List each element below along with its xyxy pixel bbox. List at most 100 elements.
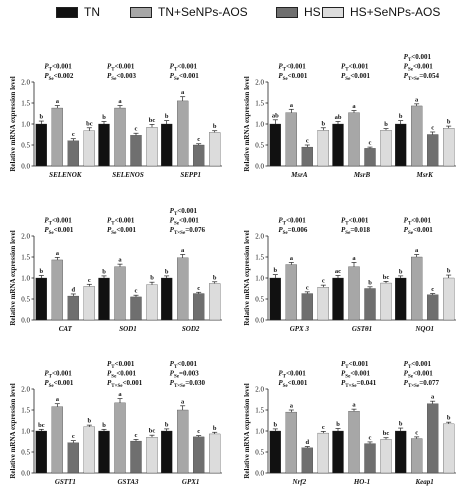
stats-annotation: PSe<0.001	[170, 217, 200, 227]
bar-nqo1-s2	[411, 256, 423, 321]
stats-annotation: PSe=0.018	[341, 226, 371, 236]
bar-selenok-s1	[35, 123, 47, 167]
significance-letter: a	[181, 247, 185, 254]
significance-letter: c	[322, 424, 325, 431]
bar-sod1-s2	[114, 266, 126, 321]
significance-letter: a	[56, 250, 60, 257]
chart-panel-2: 0.0 0.5 1.0 1.5 2.0 Relative mRNA expression …	[243, 53, 456, 179]
bar-keap1-s3	[427, 403, 439, 474]
bar-cat-s2	[51, 259, 63, 321]
significance-letter: b	[399, 113, 403, 120]
bar-selenos-s1	[98, 123, 110, 167]
bar-gpx1-s1	[161, 430, 173, 474]
significance-letter: a	[431, 394, 435, 401]
significance-letter: a	[118, 257, 122, 264]
x-tick-label: GSTT1	[55, 478, 76, 486]
bar-msrk-s1	[395, 123, 407, 167]
y-tick-label: 2.0	[255, 233, 264, 241]
significance-letter: a	[290, 403, 294, 410]
significance-letter: c	[415, 429, 418, 436]
y-tick-label: 1.5	[21, 407, 30, 415]
significance-letter: b	[399, 268, 403, 275]
stats-annotation: PT×Se=0.030	[170, 379, 206, 389]
stats-annotation: PT<0.001	[341, 63, 369, 73]
significance-letter: a	[415, 96, 419, 103]
stats-annotation: PT<0.001	[44, 63, 72, 73]
bar-selenok-s4	[83, 130, 95, 167]
significance-letter: d	[72, 286, 76, 293]
bar-sepp1-s1	[161, 123, 173, 167]
significance-letter: d	[306, 439, 310, 446]
bar-cat-s4	[83, 286, 95, 321]
bar-msrk-s4	[443, 128, 455, 167]
legend-swatch-tn-senps	[130, 6, 152, 18]
stats-annotation: PT<0.001	[44, 217, 72, 227]
stats-annotation: PT<0.001	[107, 360, 135, 370]
y-tick-label: 0.0	[255, 163, 264, 171]
x-tick-label: Keap1	[415, 478, 434, 486]
significance-letter: bc	[38, 422, 45, 429]
significance-letter: b	[102, 114, 106, 121]
significance-letter: a	[181, 89, 185, 96]
significance-letter: b	[40, 268, 44, 275]
bar-sepp1-s2	[177, 100, 189, 167]
significance-letter: a	[118, 391, 122, 398]
stats-annotation: PT<0.001	[107, 217, 135, 227]
bar-msra-s1	[269, 123, 281, 167]
chart-panel-3: 0.0 0.5 1.0 1.5 2.0 Relative mRNA expression …	[9, 207, 222, 333]
bar-gstt1-s2	[51, 406, 63, 474]
bar-ho-1-s1	[332, 430, 344, 474]
bar-gpx-3-s1	[269, 277, 281, 321]
stats-annotation: PT<0.001	[44, 370, 72, 380]
x-tick-label: GSTA3	[117, 478, 139, 486]
bar-sod2-s3	[193, 293, 205, 321]
y-tick-label: 2.0	[255, 79, 264, 87]
stats-annotation: PSe<0.001	[278, 379, 308, 389]
bar-msrb-s4	[380, 130, 392, 167]
y-tick-label: 2.0	[255, 386, 264, 394]
y-tick-label: 0.0	[21, 163, 30, 171]
stats-annotation: PSe<0.001	[44, 226, 74, 236]
x-tick-label: SOD1	[119, 325, 137, 333]
bar-ho-1-s4	[380, 439, 392, 474]
bar-ho-1-s3	[364, 443, 376, 474]
x-tick-label: SOD2	[182, 325, 200, 333]
bar-gstt1-s1	[35, 430, 47, 474]
significance-letter: b	[102, 268, 106, 275]
y-tick-label: 1.0	[21, 428, 30, 436]
significance-letter: bc	[149, 117, 156, 124]
stats-annotation: PT×Se=0.076	[170, 226, 206, 236]
bar-sod1-s1	[98, 277, 110, 321]
y-tick-label: 2.0	[21, 386, 30, 394]
legend-label-tn-senps: TN+SeNPs-AOS	[158, 5, 248, 19]
significance-letter: bc	[86, 120, 93, 127]
stats-annotation: PSe<0.001	[341, 370, 371, 380]
y-tick-label: 0.5	[255, 296, 264, 304]
legend-label-hs-senps: HS+SeNPs-AOS	[350, 5, 441, 19]
significance-letter: b	[399, 421, 403, 428]
bar-gst-1-s1	[332, 277, 344, 321]
y-tick-label: 0.0	[21, 317, 30, 325]
bar-gsta3-s2	[114, 402, 126, 474]
stats-annotation: PT<0.001	[170, 207, 198, 217]
stats-annotation: PSe<0.001	[404, 370, 434, 380]
bar-gpx1-s3	[193, 436, 205, 474]
bar-gpx-3-s2	[285, 264, 297, 321]
bar-nqo1-s1	[395, 277, 407, 321]
stats-annotation: PT×Se=0.041	[341, 379, 377, 389]
significance-letter: b	[213, 123, 217, 130]
bar-nrf2-s2	[285, 411, 297, 474]
bar-msrb-s3	[364, 148, 376, 167]
x-tick-label: GPX 3	[290, 325, 310, 333]
stats-annotation: PSe<0.001	[107, 370, 137, 380]
bar-selenos-s4	[146, 127, 158, 167]
bar-keap1-s2	[411, 438, 423, 474]
y-axis-label: Relative mRNA expression level	[9, 230, 17, 325]
significance-letter: b	[336, 421, 340, 428]
significance-letter: b	[150, 275, 154, 282]
stats-annotation: PT<0.001	[404, 217, 432, 227]
significance-letter: a	[415, 247, 419, 254]
significance-letter: b	[322, 120, 326, 127]
stats-annotation: PT<0.001	[170, 360, 198, 370]
